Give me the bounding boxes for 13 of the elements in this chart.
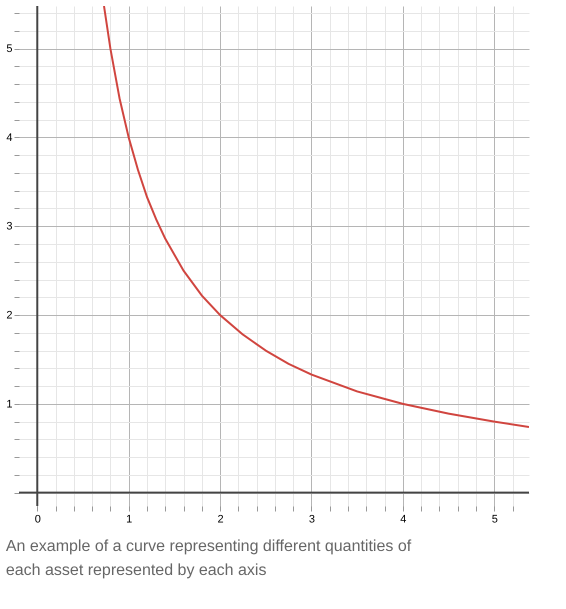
- x-tick-label: 2: [218, 514, 224, 526]
- x-tick-label: 0: [34, 514, 41, 526]
- x-tick-label: 4: [400, 514, 406, 526]
- line-series: [103, 6, 529, 428]
- y-tick-label: 3: [6, 220, 12, 233]
- y-tick-label: 1: [6, 398, 12, 410]
- x-tick-label: 1: [126, 514, 132, 526]
- y-tick-label: 5: [6, 43, 12, 56]
- x-tick-label: 3: [308, 514, 316, 526]
- y-tick-label: 4: [6, 132, 12, 144]
- text: An example of a curve representing different quantities of each asset represented by each axis: [6, 538, 412, 579]
- y-tick-label: 2: [6, 310, 12, 322]
- x-tick-label: 5: [492, 514, 498, 526]
